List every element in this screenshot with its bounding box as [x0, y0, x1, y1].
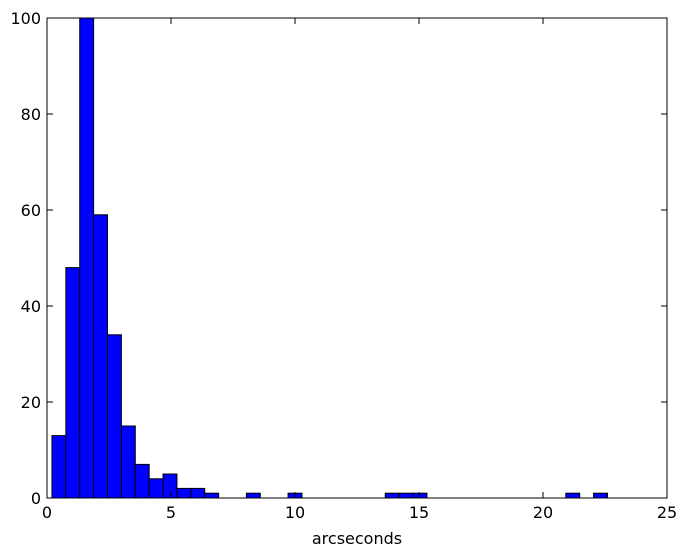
bar	[176, 487, 192, 499]
y-tick-label: 80	[21, 105, 41, 124]
x-tick-label: 10	[285, 503, 305, 522]
bar	[120, 425, 136, 499]
bar	[107, 334, 122, 499]
x-tick-label: 15	[409, 503, 429, 522]
bar	[79, 17, 95, 499]
y-tick-label: 20	[21, 393, 41, 412]
x-axis-label: arcseconds	[312, 529, 402, 548]
y-tick-label: 40	[21, 297, 41, 316]
bar	[134, 463, 150, 499]
y-tick-label: 60	[21, 201, 41, 220]
bar	[565, 492, 581, 499]
y-tick-label: 100	[10, 9, 41, 28]
bar	[65, 267, 81, 499]
bar	[162, 473, 178, 499]
bar	[93, 214, 109, 499]
x-tick-label: 5	[166, 503, 176, 522]
bar	[384, 492, 400, 499]
bar	[190, 487, 206, 499]
bar	[245, 492, 261, 499]
plot-frame	[46, 17, 668, 499]
y-tick-label: 0	[31, 489, 41, 508]
bar	[593, 492, 608, 499]
x-tick-label: 20	[533, 503, 553, 522]
bar	[204, 492, 220, 499]
bar	[51, 435, 67, 499]
bar	[398, 492, 414, 499]
bar	[412, 492, 428, 499]
bar	[148, 478, 164, 499]
x-tick-label: 0	[42, 503, 52, 522]
x-tick-label: 25	[657, 503, 677, 522]
